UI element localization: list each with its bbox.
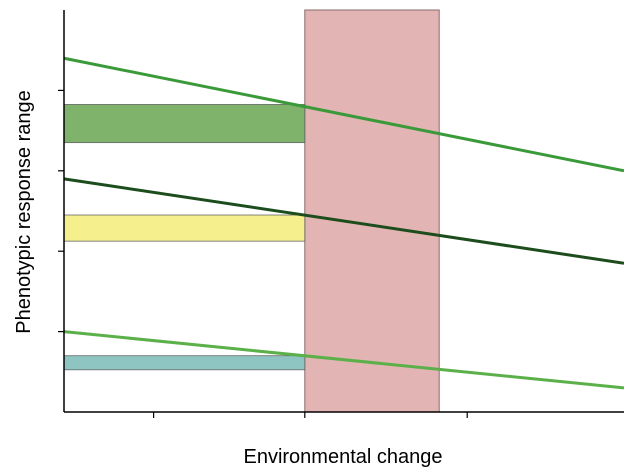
- range-bar-3: [63, 355, 306, 371]
- y-axis-title: Phenotypic response range: [13, 90, 35, 334]
- range-bar-1: [63, 104, 306, 144]
- highlight-band: [304, 9, 440, 413]
- series-line-1: [63, 56, 624, 173]
- x-axis-title: Environmental change: [243, 446, 442, 468]
- range-bar-2: [63, 214, 306, 242]
- series-line-2: [63, 177, 624, 265]
- plot-area: [58, 9, 624, 418]
- series-line-3: [63, 330, 624, 390]
